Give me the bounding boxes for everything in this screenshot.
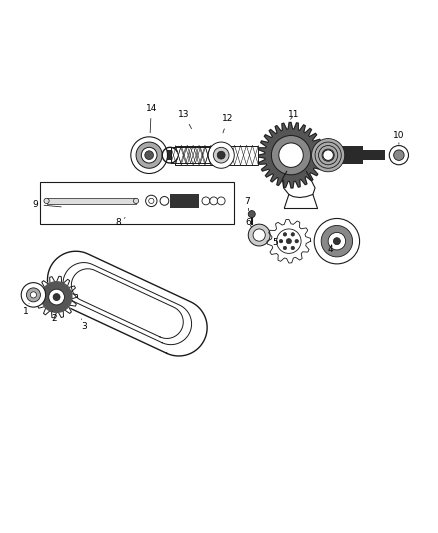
Text: 9: 9: [33, 200, 61, 209]
Circle shape: [136, 142, 162, 168]
Bar: [363, 150, 385, 160]
Text: 3: 3: [81, 319, 88, 331]
Polygon shape: [71, 269, 183, 338]
Circle shape: [213, 147, 229, 163]
Polygon shape: [267, 220, 311, 263]
Circle shape: [217, 151, 225, 159]
Bar: [175, 146, 258, 165]
Bar: [40, 182, 234, 224]
Bar: [324, 147, 363, 164]
Polygon shape: [41, 282, 72, 312]
Circle shape: [389, 146, 409, 165]
Circle shape: [277, 229, 301, 253]
Circle shape: [49, 289, 64, 305]
Circle shape: [21, 282, 46, 307]
Circle shape: [53, 294, 60, 301]
Circle shape: [253, 229, 265, 241]
Circle shape: [295, 239, 298, 243]
Circle shape: [311, 139, 345, 172]
Circle shape: [134, 198, 139, 204]
Text: 14: 14: [146, 104, 157, 133]
Circle shape: [248, 224, 270, 246]
Text: 12: 12: [222, 115, 233, 133]
Circle shape: [202, 197, 210, 205]
Circle shape: [145, 151, 153, 159]
Bar: [170, 194, 199, 208]
Circle shape: [26, 288, 40, 302]
Circle shape: [394, 150, 404, 160]
Circle shape: [141, 147, 157, 163]
Text: 11: 11: [288, 110, 300, 119]
Circle shape: [30, 292, 36, 298]
Circle shape: [149, 198, 154, 204]
Text: 5: 5: [272, 238, 283, 247]
Polygon shape: [35, 276, 78, 318]
Bar: [155, 150, 177, 160]
Circle shape: [279, 239, 283, 243]
Circle shape: [146, 195, 157, 207]
Text: 6: 6: [246, 219, 251, 228]
Circle shape: [210, 197, 218, 205]
Text: 7: 7: [244, 197, 250, 211]
Circle shape: [44, 198, 49, 204]
Polygon shape: [63, 263, 191, 345]
Text: 10: 10: [393, 131, 405, 144]
Circle shape: [323, 150, 333, 160]
Circle shape: [283, 246, 287, 250]
Bar: [171, 147, 210, 163]
Circle shape: [328, 232, 346, 250]
Circle shape: [314, 219, 360, 264]
Circle shape: [291, 246, 294, 250]
Text: 8: 8: [116, 217, 125, 228]
Circle shape: [160, 197, 169, 205]
Text: 1: 1: [23, 304, 29, 316]
Circle shape: [208, 142, 234, 168]
Bar: [46, 198, 136, 204]
Circle shape: [279, 143, 303, 167]
Text: 13: 13: [178, 110, 191, 128]
Circle shape: [333, 238, 340, 245]
Circle shape: [321, 225, 353, 257]
Circle shape: [217, 197, 225, 205]
Circle shape: [286, 239, 291, 244]
Polygon shape: [47, 251, 207, 356]
Circle shape: [283, 232, 287, 236]
Circle shape: [291, 232, 294, 236]
Text: 2: 2: [51, 311, 57, 324]
Circle shape: [248, 211, 255, 217]
Text: 4: 4: [328, 245, 334, 254]
Circle shape: [272, 135, 311, 175]
Circle shape: [131, 137, 167, 174]
Polygon shape: [258, 123, 324, 188]
